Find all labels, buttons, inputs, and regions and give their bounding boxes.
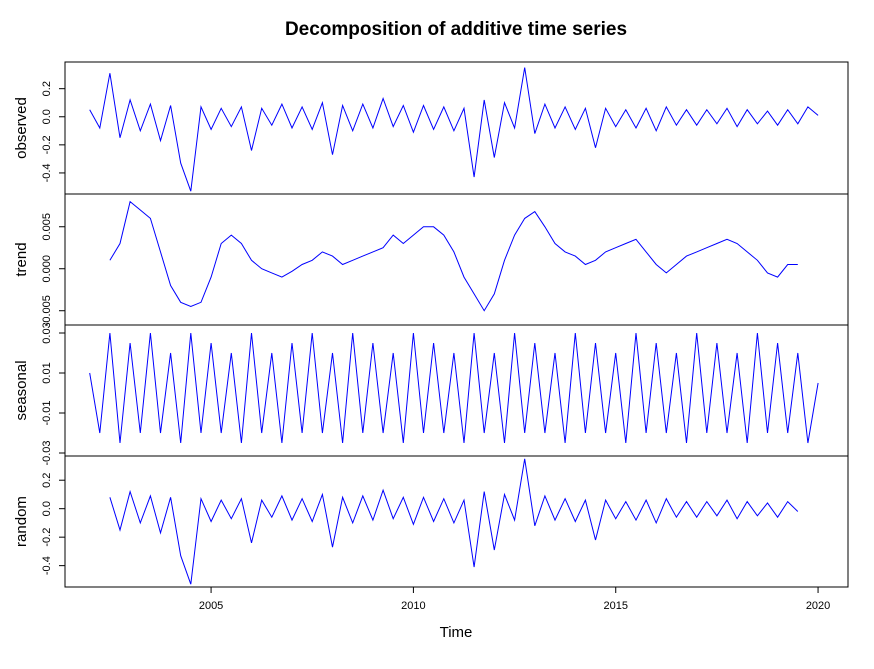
y-tick-label: 0.03 xyxy=(41,322,53,343)
y-tick-label: 0.000 xyxy=(41,255,53,283)
x-tick-label: 2010 xyxy=(401,600,425,612)
x-tick-label: 2015 xyxy=(603,600,627,612)
y-tick-label: -0.2 xyxy=(41,135,53,154)
y-tick-label: -0.01 xyxy=(41,400,53,425)
panel-frame xyxy=(64,324,849,457)
series-line xyxy=(109,200,798,312)
y-tick-label: 0.2 xyxy=(41,473,53,488)
series-line xyxy=(89,332,819,444)
y-tick-label: 0.2 xyxy=(41,81,53,96)
y-tick-label: 0.005 xyxy=(41,213,53,241)
y-axis-label: trend xyxy=(13,242,30,276)
y-tick-label: -0.4 xyxy=(41,163,53,182)
y-tick-label: 0.0 xyxy=(41,109,53,124)
panel-frame xyxy=(64,61,849,195)
y-axis-label: seasonal xyxy=(13,360,30,420)
y-tick-label: -0.4 xyxy=(41,556,53,575)
x-tick-label: 2005 xyxy=(199,600,223,612)
y-tick-label: -0.03 xyxy=(41,440,53,465)
y-tick-label: 0.0 xyxy=(41,501,53,516)
series-line xyxy=(89,67,819,192)
y-axis-label: observed xyxy=(13,97,30,159)
x-tick-label: 2020 xyxy=(806,600,830,612)
y-axis-label: random xyxy=(13,496,30,547)
panel-frame xyxy=(64,455,849,588)
y-tick-label: 0.01 xyxy=(41,362,53,383)
x-axis-label: Time xyxy=(440,624,473,641)
series-line xyxy=(109,458,799,585)
y-tick-label: -0.2 xyxy=(41,528,53,547)
y-tick-label: -0.005 xyxy=(41,295,53,326)
chart-title: Decomposition of additive time series xyxy=(285,19,627,40)
